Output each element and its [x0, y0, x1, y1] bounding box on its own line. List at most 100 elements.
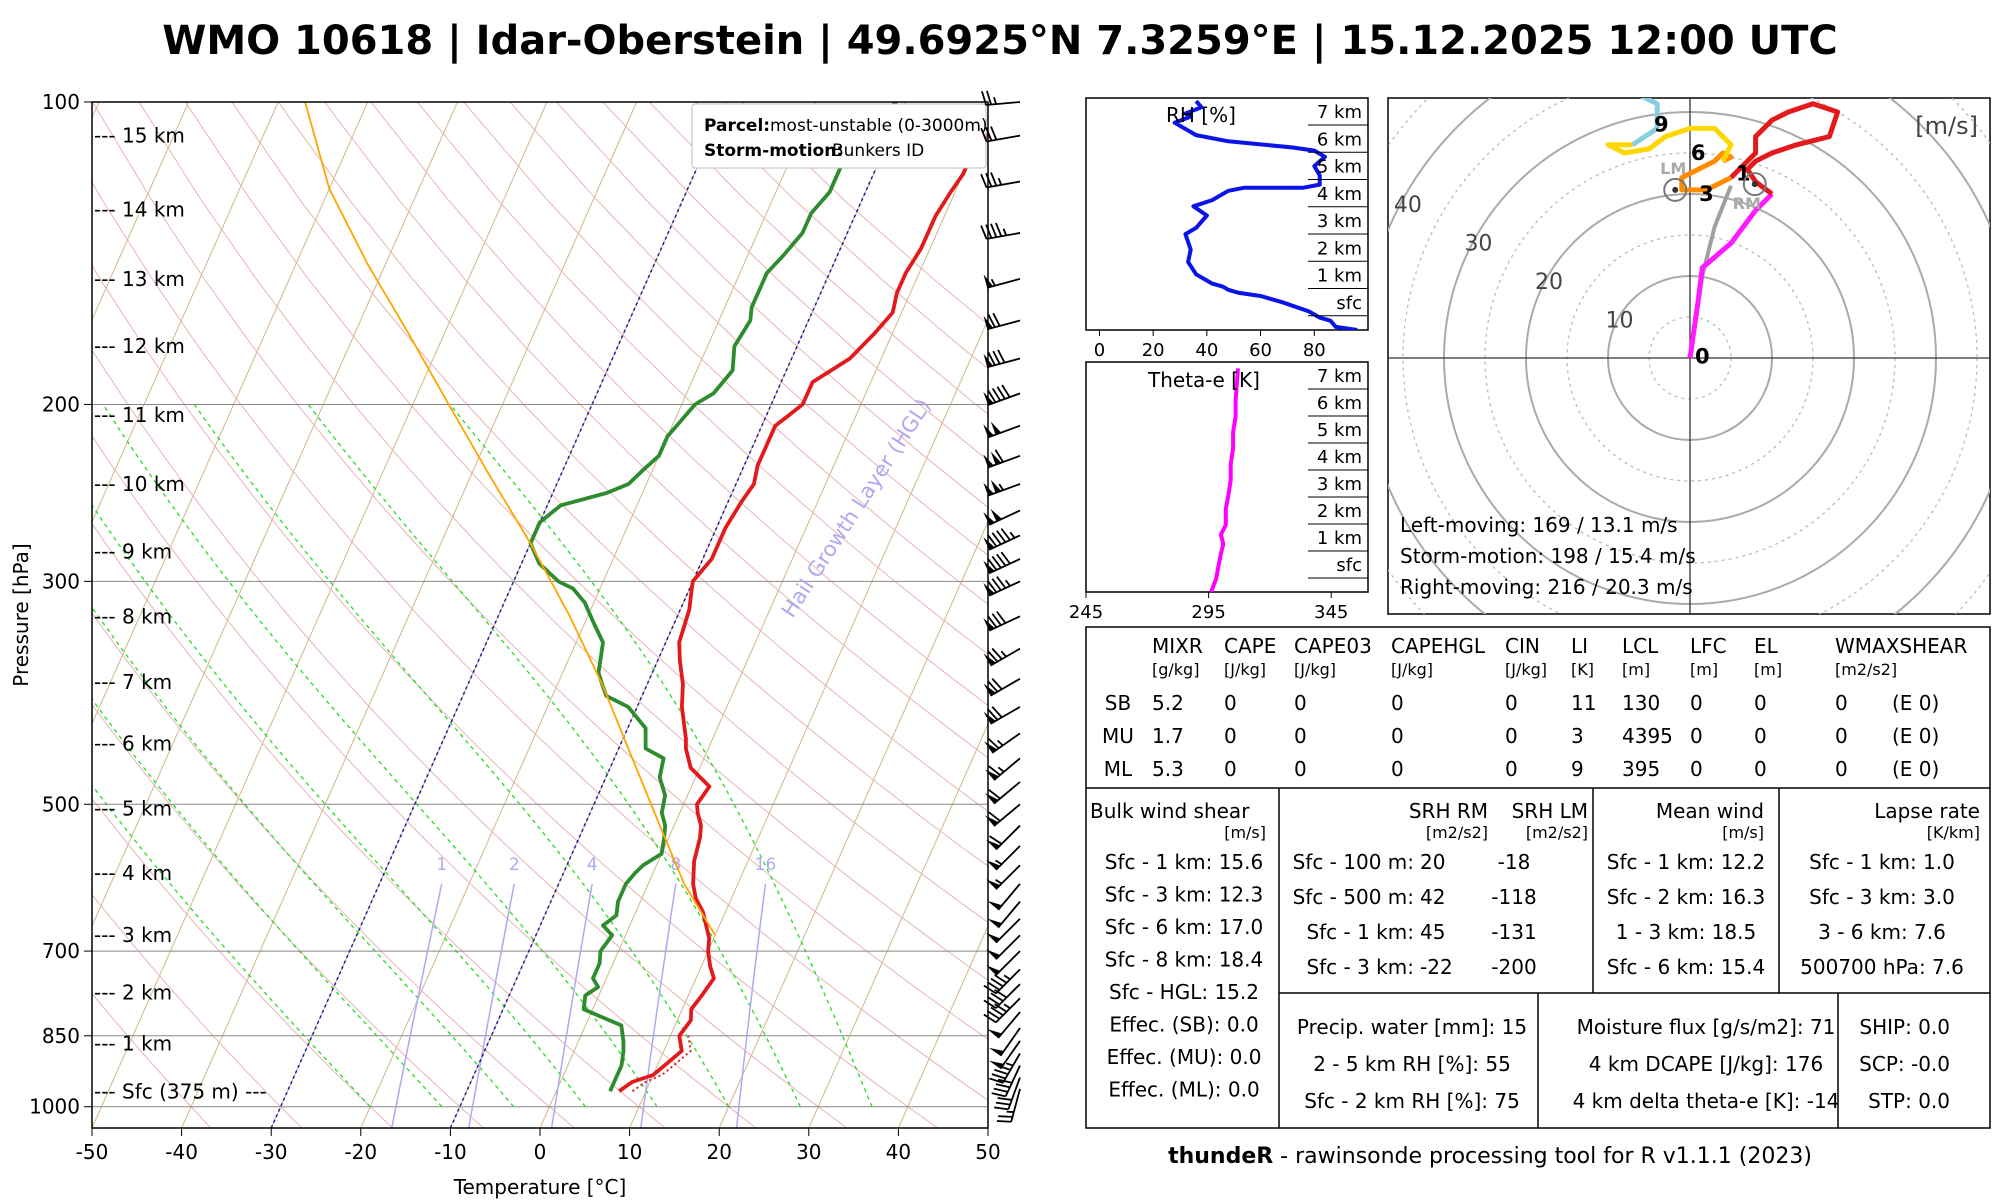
lapse-rate-value: 3 - 6 km: 7.6	[1818, 920, 1946, 944]
height-label: --- 3 km	[94, 923, 172, 947]
param-unit: [m]	[1690, 660, 1718, 679]
mixing-ratio-line	[390, 883, 443, 1128]
barb-flag	[989, 1060, 1004, 1069]
barb-full	[986, 996, 1000, 1006]
wind-barb	[986, 845, 1021, 871]
barb-full	[987, 558, 998, 571]
lm-label: LM	[1660, 159, 1686, 178]
barb-full	[997, 349, 1006, 364]
barb-flag	[990, 451, 1002, 465]
barb-staff	[995, 918, 1021, 944]
wind-barb	[984, 757, 1021, 781]
param-unit: [m]	[1754, 660, 1782, 679]
barb-half	[995, 859, 1003, 865]
barb-full	[989, 835, 1003, 845]
barb-half	[1000, 650, 1007, 658]
height-label: 5 km	[1317, 420, 1362, 441]
height-label: --- 15 km	[94, 124, 185, 148]
height-label: --- 4 km	[94, 861, 172, 885]
barb-full	[987, 615, 998, 628]
barb-full	[985, 172, 993, 187]
wind-barb	[986, 824, 1021, 851]
barb-full	[988, 811, 1001, 822]
rh-profile: RH [%] 7 km 6 km 5 km 4 km 3 km 2 km 1 km sfc 0 20…	[1085, 97, 1369, 361]
mean-wind-value: 1 - 3 km: 18.5	[1616, 920, 1756, 944]
barb-full	[988, 789, 1001, 800]
wind-barb	[980, 126, 1021, 143]
x-tick-label: 10	[617, 1140, 642, 1164]
srh-layer: Sfc - 100 m:	[1293, 850, 1414, 874]
param-header: LFC	[1690, 634, 1727, 658]
barb-full	[989, 1077, 1004, 1084]
wind-barb	[981, 90, 1021, 106]
barb-staff	[990, 647, 1021, 667]
barb-staff	[986, 101, 1021, 106]
height-label: --- 12 km	[94, 334, 185, 358]
height-label: 2 km	[1317, 238, 1362, 259]
bulk-shear-value: Effec. (MU): 0.0	[1107, 1045, 1262, 1069]
barb-half	[997, 766, 1005, 773]
height-label: --- 10 km	[94, 472, 185, 496]
param-header: MIXR	[1152, 634, 1203, 658]
isotherm	[92, 102, 369, 726]
barb-flag	[986, 879, 1001, 890]
y-tick-label: 850	[42, 1024, 80, 1048]
param-value: 0	[1391, 691, 1404, 715]
wind-barb	[984, 781, 1021, 805]
dry-adiabat	[324, 102, 988, 759]
hodo-ring-label: 10	[1605, 308, 1633, 333]
param-value: 5.3	[1152, 757, 1184, 781]
barb-flag	[990, 421, 1002, 435]
barb-flag	[984, 741, 998, 753]
dry-adiabat	[92, 893, 303, 1128]
height-label: 2 km	[1317, 501, 1362, 522]
barb-staff	[990, 677, 1021, 697]
mixing-ratio-label: 1	[436, 855, 447, 875]
srh-layer: Sfc - 500 m:	[1293, 885, 1414, 909]
mixing-ratio-line	[735, 883, 767, 1128]
x-tick-label: -20	[344, 1140, 377, 1164]
wind-barb	[983, 508, 1021, 526]
barb-staff	[986, 134, 1021, 143]
barb-full	[996, 553, 1007, 567]
mixing-ratio-line	[467, 883, 516, 1128]
srh-layer: Sfc - 1 km:	[1306, 920, 1414, 944]
x-tick-label: 0	[1094, 340, 1105, 361]
barb-full	[994, 1068, 1009, 1076]
barb-flag	[983, 454, 994, 468]
barb-flag	[990, 508, 1002, 522]
barb-flag	[984, 793, 999, 804]
param-value: 0	[1754, 724, 1767, 748]
y-tick-label: 200	[42, 392, 80, 416]
barb-staff	[1010, 1088, 1021, 1122]
bulk-shear-value: Sfc - 6 km: 17.0	[1105, 915, 1263, 939]
barb-full	[991, 706, 1003, 718]
wind-barb	[989, 1040, 1021, 1070]
barb-half	[1009, 531, 1016, 539]
series-dewpoint	[528, 102, 898, 1092]
composite-index: SHIP: 0.0	[1859, 1015, 1950, 1039]
isotherm	[0, 102, 9, 1128]
mixing-ratio-label: 4	[587, 855, 598, 875]
wind-barbs	[980, 90, 1021, 1123]
x-tick-label: 245	[1069, 602, 1103, 623]
dry-adiabat	[92, 992, 212, 1128]
moist-adiabat	[92, 698, 443, 1108]
barb-full	[996, 1120, 1012, 1123]
param-value: 0	[1754, 691, 1767, 715]
x-tick-label: 60	[1249, 340, 1272, 361]
height-label: --- 8 km	[94, 604, 172, 628]
height-label: 6 km	[1317, 393, 1362, 414]
barb-staff	[987, 424, 1021, 439]
panel-title: Theta-e [K]	[1147, 368, 1260, 392]
param-value: 0	[1835, 757, 1848, 781]
isotherm	[539, 116, 988, 1128]
barb-full	[986, 981, 1000, 991]
storm-motion-line: Storm-motion: 198 / 15.4 m/s	[1400, 544, 1696, 568]
wind-barb	[986, 950, 1021, 976]
barb-full	[996, 576, 1007, 589]
srh-rm-value: 20	[1420, 850, 1445, 874]
barb-flag	[986, 932, 1001, 943]
barb-flag	[983, 653, 996, 666]
